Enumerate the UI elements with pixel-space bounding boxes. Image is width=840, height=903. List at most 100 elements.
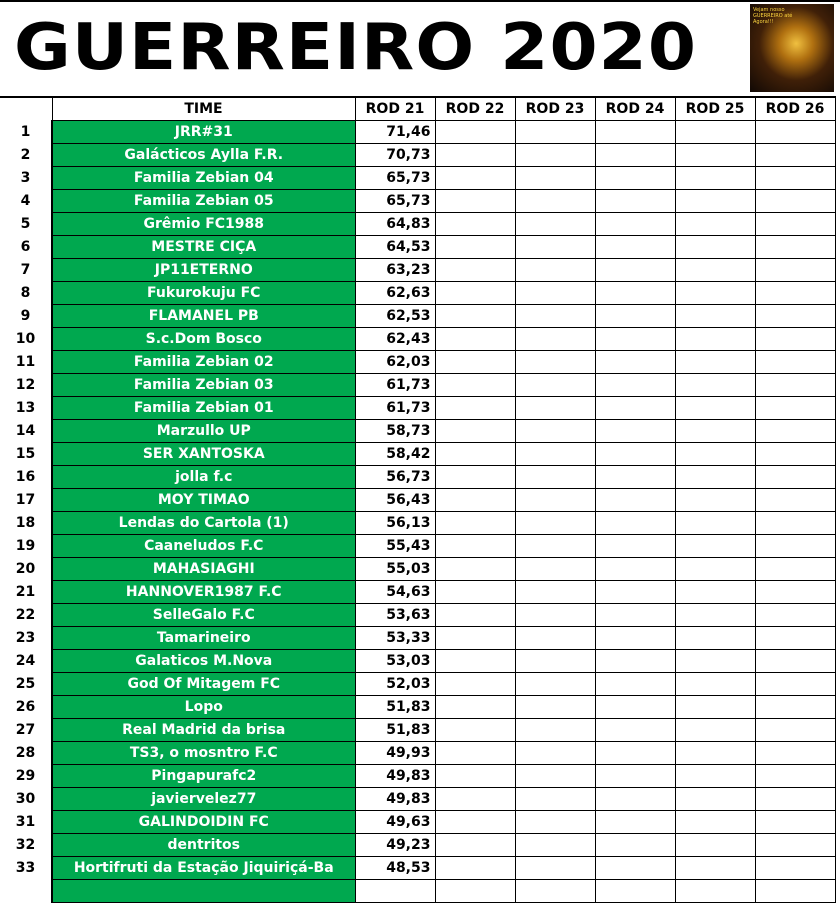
rod26-score-cell[interactable] [754,396,836,420]
rod26-score-cell[interactable] [754,143,836,167]
rod24-score-cell[interactable] [594,327,676,351]
rod23-score-cell[interactable] [514,580,596,604]
rod22-score-cell[interactable] [434,281,516,305]
row-position[interactable]: 7 [0,258,53,282]
rod26-score-cell[interactable] [754,764,836,788]
rod24-score-cell[interactable] [594,534,676,558]
rod23-score-cell[interactable] [514,626,596,650]
row-position[interactable]: 2 [0,143,53,167]
rod24-score-cell[interactable] [594,580,676,604]
rod21-score-cell[interactable]: 62,53 [354,304,436,328]
rod21-score-cell[interactable]: 62,63 [354,281,436,305]
rod21-score-cell[interactable]: 51,83 [354,718,436,742]
rod26-score-cell[interactable] [754,649,836,673]
rod23-score-cell[interactable] [514,465,596,489]
row-position[interactable]: 31 [0,810,53,834]
team-name-cell[interactable]: Familia Zebian 03 [51,373,356,397]
rod22-score-cell[interactable] [434,258,516,282]
rod23-score-cell[interactable] [514,281,596,305]
rod26-score-cell[interactable] [754,442,836,466]
rod25-score-cell[interactable] [674,764,756,788]
rod25-score-cell[interactable] [674,511,756,535]
rod22-score-cell[interactable] [434,465,516,489]
rod23-score-cell[interactable] [514,166,596,190]
row-position[interactable]: 4 [0,189,53,213]
team-name-cell[interactable]: MOY TIMAO [51,488,356,512]
row-position[interactable]: 27 [0,718,53,742]
rod26-score-cell[interactable] [754,511,836,535]
rod24-score-cell[interactable] [594,235,676,259]
row-position[interactable]: 24 [0,649,53,673]
row-position[interactable]: 6 [0,235,53,259]
rod23-score-cell[interactable] [514,672,596,696]
rod24-score-cell[interactable] [594,856,676,880]
team-name-cell[interactable]: dentritos [51,833,356,857]
row-position[interactable]: 1 [0,120,53,144]
rod25-score-cell[interactable] [674,534,756,558]
rod21-score-cell[interactable]: 63,23 [354,258,436,282]
rod25-score-cell[interactable] [674,281,756,305]
rod21-score-cell[interactable]: 53,63 [354,603,436,627]
row-position[interactable]: 13 [0,396,53,420]
rod23-score-cell[interactable] [514,120,596,144]
rod22-score-cell[interactable] [434,304,516,328]
rod24-score-cell[interactable] [594,557,676,581]
team-name-cell[interactable]: JP11ETERNO [51,258,356,282]
rod24-score-cell[interactable] [594,603,676,627]
rod24-score-cell[interactable] [594,488,676,512]
rod21-score-cell[interactable]: 61,73 [354,373,436,397]
rod23-score-cell[interactable] [514,143,596,167]
rod24-score-cell[interactable] [594,442,676,466]
rod25-score-cell[interactable] [674,304,756,328]
rod24-score-cell[interactable] [594,143,676,167]
rod21-score-cell[interactable]: 49,83 [354,764,436,788]
rod23-score-cell[interactable] [514,856,596,880]
rod23-score-cell[interactable] [514,373,596,397]
rod21-score-cell[interactable]: 53,33 [354,626,436,650]
rod23-score-cell[interactable] [514,810,596,834]
team-name-cell[interactable]: javiervelez77 [51,787,356,811]
rod25-score-cell[interactable] [674,718,756,742]
team-name-cell[interactable]: Tamarineiro [51,626,356,650]
row-position[interactable]: 29 [0,764,53,788]
rod23-score-cell[interactable] [514,304,596,328]
rod21-score-cell[interactable]: 65,73 [354,166,436,190]
rod24-score-cell[interactable] [594,465,676,489]
row-position[interactable]: 22 [0,603,53,627]
rod23-score-cell[interactable] [514,649,596,673]
column-header-rod23[interactable]: ROD 23 [514,96,596,121]
rod25-score-cell[interactable] [674,695,756,719]
row-position[interactable]: 9 [0,304,53,328]
rod21-score-cell[interactable]: 55,03 [354,557,436,581]
rod26-score-cell[interactable] [754,580,836,604]
rod21-score-cell[interactable]: 58,42 [354,442,436,466]
rod25-score-cell[interactable] [674,833,756,857]
row-position[interactable]: 33 [0,856,53,880]
rod26-score-cell[interactable] [754,810,836,834]
team-name-cell[interactable]: Pingapurafc2 [51,764,356,788]
rod26-score-cell[interactable] [754,373,836,397]
team-name-cell[interactable]: God Of Mitagem FC [51,672,356,696]
rod24-score-cell[interactable] [594,672,676,696]
rod22-score-cell[interactable] [434,856,516,880]
team-name-cell[interactable]: Caaneludos F.C [51,534,356,558]
rod26-score-cell[interactable] [754,304,836,328]
rod26-score-cell[interactable] [754,856,836,880]
rod22-score-cell[interactable] [434,166,516,190]
row-position[interactable]: 23 [0,626,53,650]
rod21-score-cell[interactable]: 51,83 [354,695,436,719]
rod23-score-cell[interactable] [514,442,596,466]
rod22-score-cell[interactable] [434,764,516,788]
team-name-cell[interactable]: Grêmio FC1988 [51,212,356,236]
rod23-score-cell[interactable] [514,534,596,558]
rod25-score-cell[interactable] [674,442,756,466]
rod22-score-cell[interactable] [434,511,516,535]
rod23-score-cell[interactable] [514,557,596,581]
team-name-cell[interactable]: SER XANTOSKA [51,442,356,466]
rod23-score-cell[interactable] [514,741,596,765]
rod25-score-cell[interactable] [674,465,756,489]
row-position[interactable]: 28 [0,741,53,765]
rod24-score-cell[interactable] [594,741,676,765]
team-name-cell[interactable]: S.c.Dom Bosco [51,327,356,351]
rod22-score-cell[interactable] [434,580,516,604]
